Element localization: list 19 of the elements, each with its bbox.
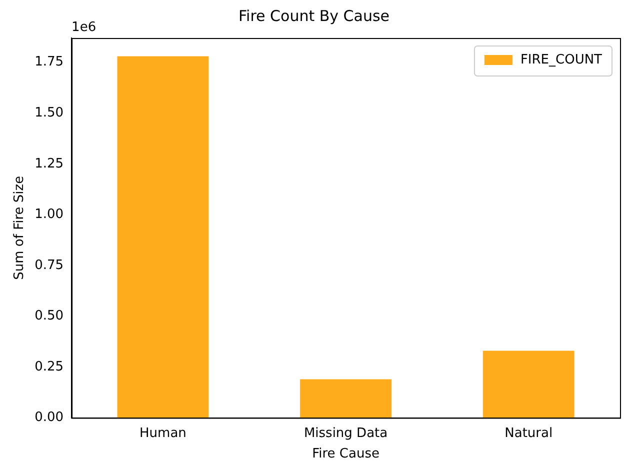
y-axis-title: Sum of Fire Size xyxy=(12,176,28,280)
x-tick-label: Human xyxy=(140,426,186,441)
bar xyxy=(482,350,574,418)
y-tick-label: 1.50 xyxy=(34,106,64,121)
y-tick-label: 0.25 xyxy=(34,359,64,374)
y-tick-label: 0.75 xyxy=(34,258,64,273)
y-tick-label: 1.00 xyxy=(34,207,64,222)
y-tick-label: 0.00 xyxy=(34,410,64,426)
x-tick-label: Missing Data xyxy=(304,426,388,441)
legend-label: FIRE_COUNT xyxy=(520,52,602,68)
x-tick-label: Natural xyxy=(504,426,553,441)
y-tick-label: 1.25 xyxy=(34,156,64,172)
y-tick-label: 1.75 xyxy=(34,54,64,70)
text: 1e6 xyxy=(72,20,96,35)
bar xyxy=(300,379,392,418)
x-axis-title: Fire Cause xyxy=(312,446,380,462)
bar xyxy=(117,56,209,418)
chart-title: Fire Count By Cause xyxy=(238,6,390,25)
y-tick-label: 0.50 xyxy=(34,308,64,324)
